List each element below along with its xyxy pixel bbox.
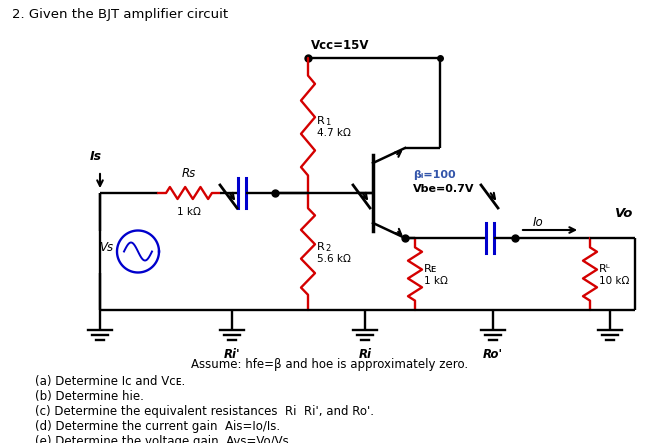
Text: 4.7 kΩ: 4.7 kΩ xyxy=(317,128,351,137)
Text: R: R xyxy=(317,241,325,252)
Text: 1 kΩ: 1 kΩ xyxy=(424,276,448,286)
Text: βᵢ=100: βᵢ=100 xyxy=(413,170,455,180)
Text: 2. Given the BJT amplifier circuit: 2. Given the BJT amplifier circuit xyxy=(12,8,228,21)
Text: 5.6 kΩ: 5.6 kΩ xyxy=(317,253,351,264)
Text: Vcc=15V: Vcc=15V xyxy=(311,39,370,52)
Text: Ro': Ro' xyxy=(483,348,503,361)
Text: (b) Determine hie.: (b) Determine hie. xyxy=(35,390,144,403)
Text: 2: 2 xyxy=(325,244,330,253)
Text: Assume: hfe=β and hoe is approximately zero.: Assume: hfe=β and hoe is approximately z… xyxy=(191,358,469,371)
Text: (d) Determine the current gain  Ais=Io/Is.: (d) Determine the current gain Ais=Io/Is… xyxy=(35,420,280,433)
Text: Vbe=0.7V: Vbe=0.7V xyxy=(413,184,474,194)
Text: Vo: Vo xyxy=(615,207,633,220)
Text: Rs: Rs xyxy=(182,167,196,180)
Text: Rᴇ: Rᴇ xyxy=(424,264,438,274)
Text: (a) Determine Iᴄ and Vᴄᴇ.: (a) Determine Iᴄ and Vᴄᴇ. xyxy=(35,375,185,388)
Text: R: R xyxy=(317,116,325,125)
Text: Vs: Vs xyxy=(99,241,113,254)
Text: Is: Is xyxy=(90,150,102,163)
Text: Ri': Ri' xyxy=(223,348,241,361)
Text: 10 kΩ: 10 kΩ xyxy=(599,276,629,286)
Text: Ri: Ri xyxy=(358,348,372,361)
Text: Io: Io xyxy=(533,216,544,229)
Text: Rᴸ: Rᴸ xyxy=(599,264,611,274)
Text: 1 kΩ: 1 kΩ xyxy=(177,207,201,217)
Text: (c) Determine the equivalent resistances  Ri  Ri', and Ro'.: (c) Determine the equivalent resistances… xyxy=(35,405,374,418)
Text: 1: 1 xyxy=(325,118,330,127)
Text: (e) Determine the voltage gain  Avs=Vo/Vs.: (e) Determine the voltage gain Avs=Vo/Vs… xyxy=(35,435,293,443)
